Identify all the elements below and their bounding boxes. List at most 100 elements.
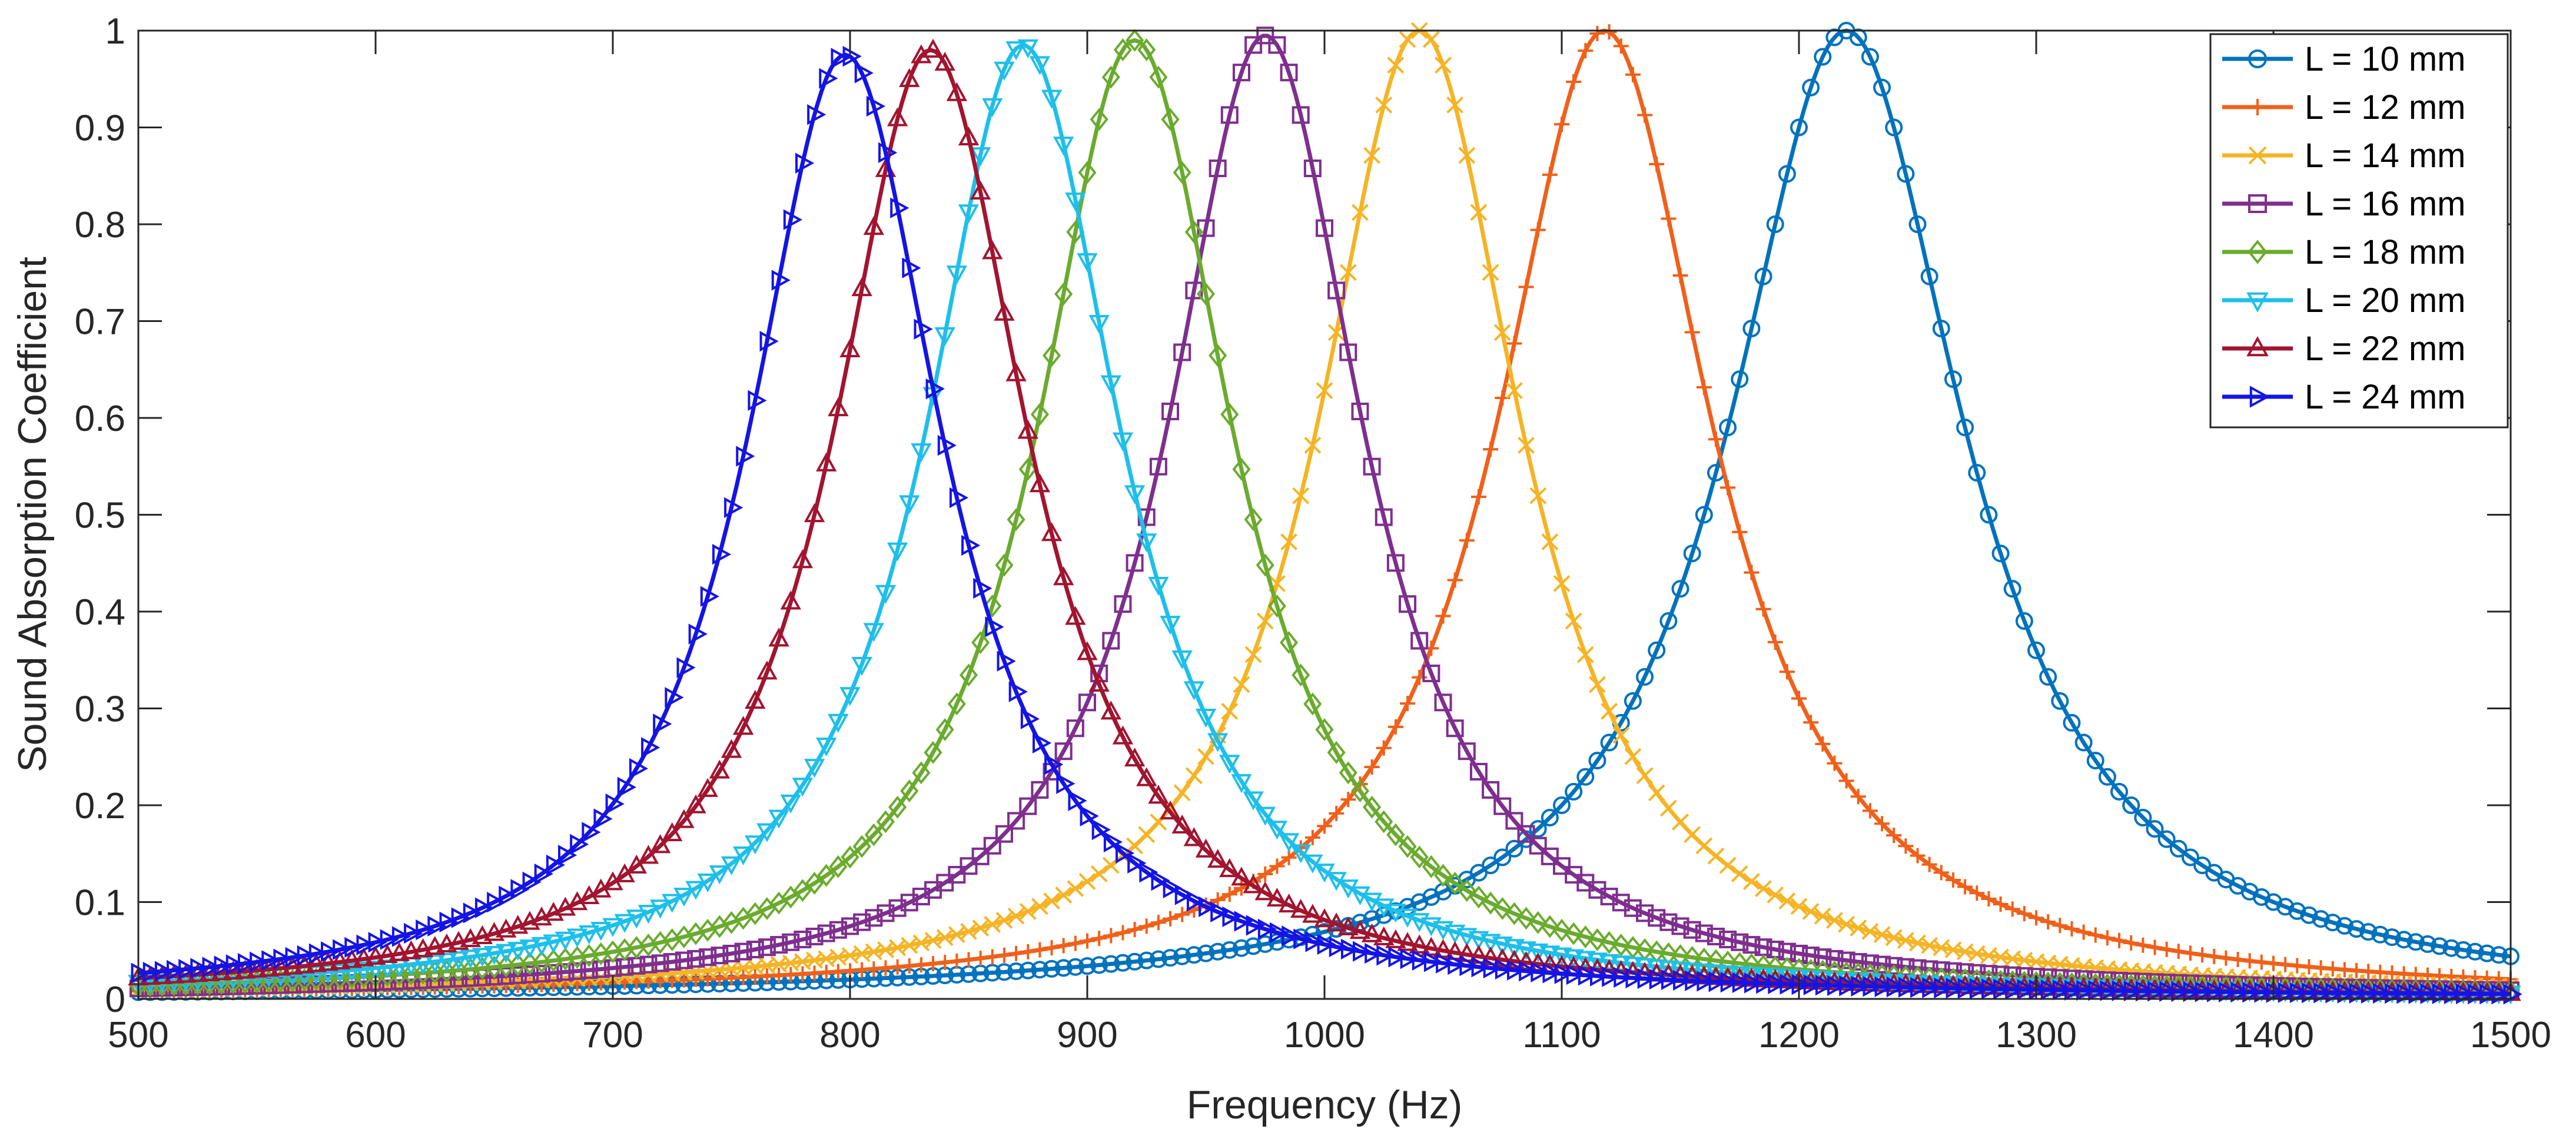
data-point (1266, 821, 1288, 840)
data-point (1636, 904, 1654, 922)
data-point (2408, 983, 2428, 1004)
data-point (842, 46, 862, 67)
data-point (1400, 948, 1419, 969)
data-point (888, 795, 907, 819)
data-point (1290, 844, 1312, 864)
data-point (1195, 709, 1217, 728)
data-point (1932, 320, 1950, 338)
data-point (982, 240, 1003, 260)
data-point (2064, 921, 2080, 937)
data-point (1578, 965, 1598, 986)
data-point (722, 944, 741, 962)
data-point (1681, 962, 1703, 982)
data-point (2169, 839, 2187, 858)
data-point (1066, 719, 1084, 738)
data-point (1634, 958, 1655, 977)
data-point (1600, 888, 1618, 906)
data-point (341, 962, 363, 982)
data-point (1171, 650, 1193, 670)
data-point (732, 716, 754, 735)
data-point (543, 934, 564, 954)
data-point (2063, 713, 2081, 732)
data-point (1399, 595, 1417, 613)
data-point (1090, 956, 1108, 974)
legend-label: L = 12 mm (2305, 88, 2465, 127)
data-point (1055, 886, 1073, 904)
data-point (1755, 601, 1771, 617)
data-point (1885, 118, 1903, 137)
data-point (2040, 914, 2056, 930)
data-point (1694, 963, 1715, 983)
legend: L = 10 mm L = 12 mm L = 14 mm L = 16 mm L = … (2209, 33, 2509, 429)
data-point (2159, 941, 2175, 957)
legend-marker (2249, 99, 2266, 115)
data-point (1173, 161, 1191, 184)
data-point (223, 960, 244, 980)
data-point (961, 952, 977, 968)
data-point (1066, 958, 1084, 976)
data-point (154, 961, 174, 982)
data-point (2219, 981, 2238, 1002)
data-point (1920, 267, 1938, 285)
data-point (1444, 924, 1466, 944)
data-point (782, 933, 800, 951)
data-point (1078, 161, 1097, 184)
data-point (570, 834, 589, 855)
data-point (983, 595, 1002, 618)
data-point (1669, 961, 1691, 981)
data-point (662, 822, 683, 842)
data-point (807, 104, 826, 125)
data-point (1173, 947, 1191, 965)
data-point (1503, 939, 1525, 958)
data-point (1326, 912, 1347, 932)
data-point (1637, 107, 1653, 123)
data-point (1648, 784, 1665, 802)
data-point (495, 944, 517, 963)
data-point (1327, 281, 1346, 300)
data-point (2313, 982, 2333, 1004)
data-point (1055, 938, 1071, 954)
data-point (1090, 108, 1108, 131)
data-point (1446, 719, 1464, 738)
data-point (545, 964, 563, 982)
data-point (2086, 752, 2104, 770)
data-point (2288, 902, 2306, 920)
data-point (1649, 968, 1668, 990)
data-point (202, 957, 221, 978)
y-tick-label: 1 (105, 11, 125, 52)
data-point (1625, 967, 1645, 989)
data-point (356, 934, 376, 955)
legend-entry: L = 22 mm (2222, 330, 2465, 368)
data-point (876, 810, 895, 834)
data-point (1658, 960, 1679, 979)
data-point (472, 948, 493, 967)
data-point (626, 854, 647, 874)
data-point (1957, 879, 1973, 895)
data-point (1163, 877, 1182, 899)
data-point (1080, 805, 1099, 826)
data-point (973, 577, 992, 599)
data-point (1281, 849, 1297, 865)
data-point (344, 937, 364, 958)
data-point (1220, 106, 1239, 124)
data-point (649, 834, 671, 854)
data-point (748, 390, 767, 411)
data-point (1708, 971, 1728, 992)
data-point (685, 881, 706, 900)
data-point (1934, 977, 1953, 999)
data-point (2503, 984, 2522, 1005)
data-point (1398, 835, 1417, 858)
data-point (638, 845, 659, 864)
data-point (1707, 927, 1725, 945)
data-point (1531, 961, 1550, 982)
legend-label: L = 16 mm (2305, 185, 2465, 223)
data-point (1779, 664, 1795, 680)
data-point (1077, 641, 1098, 660)
data-point (1515, 941, 1537, 961)
data-point (1019, 797, 1037, 815)
data-point (1054, 742, 1073, 761)
data-point (1278, 833, 1300, 852)
data-point (558, 845, 577, 866)
data-point (2218, 950, 2234, 966)
data-point (1209, 942, 1227, 961)
